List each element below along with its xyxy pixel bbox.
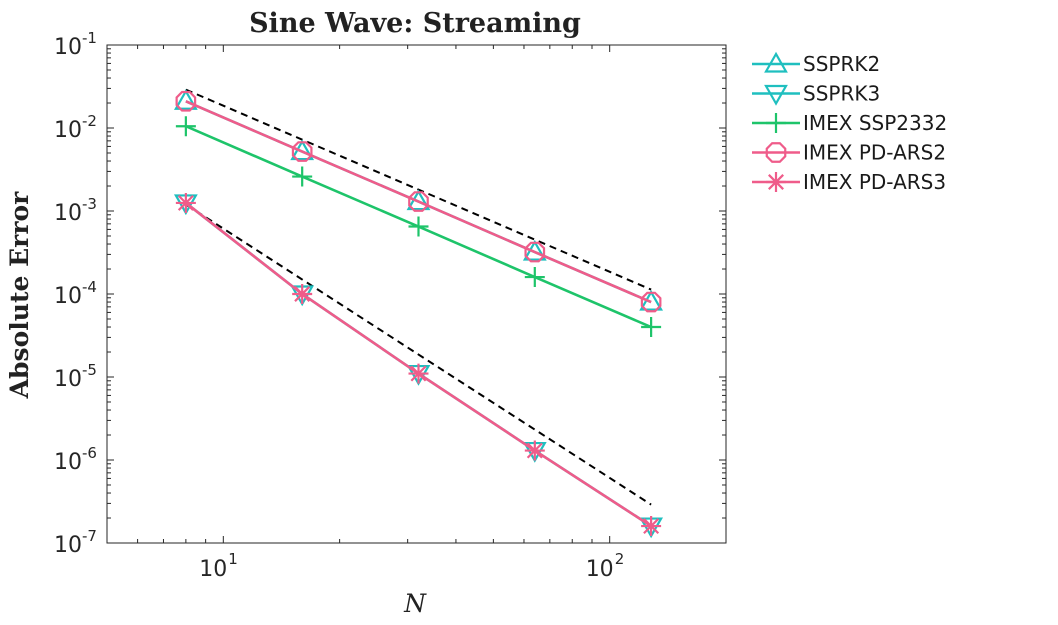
legend: SSPRK2 SSPRK3 IMEX SSP2332 IMEX PD-ARS2 IMEX… (752, 51, 947, 194)
series-group (173, 89, 664, 539)
x-tick-label-exponent: 1 (228, 550, 238, 568)
series-imex-pd-ars3 (175, 192, 662, 537)
y-tick-label-base: 10 (54, 201, 82, 226)
legend-marker (764, 51, 788, 73)
data-point-marker (640, 291, 662, 313)
data-point-marker (524, 440, 545, 461)
data-point-marker (408, 216, 429, 237)
legend-label: IMEX PD-ARS3 (803, 170, 946, 194)
chart-title: Sine Wave: Streaming (249, 8, 581, 39)
axis-ticks: 10 -110 -210 -310 -410 -510 -610 -710 1 10 2 (54, 29, 726, 582)
legend-entry: IMEX PD-ARS3 (752, 170, 946, 194)
series-line (185, 100, 652, 304)
x-tick-label-base: 10 (586, 557, 614, 582)
y-tick-label-exponent: -1 (82, 29, 97, 47)
y-tick-label-base: 10 (54, 367, 82, 392)
data-point-marker (175, 90, 197, 112)
data-point-marker (641, 516, 662, 537)
legend-label: IMEX SSP2332 (803, 111, 947, 135)
legend-entry: SSPRK2 (752, 51, 880, 76)
y-tick-label-exponent: -5 (82, 361, 97, 379)
data-point-marker (641, 317, 662, 338)
legend-marker (764, 84, 788, 106)
legend-entry: IMEX PD-ARS2 (752, 141, 946, 165)
legend-marker (765, 142, 787, 163)
y-tick-label-base: 10 (54, 533, 82, 558)
data-point-marker (524, 241, 546, 263)
legend-label: SSPRK3 (803, 82, 880, 106)
data-point-marker (524, 267, 545, 288)
legend-entry: IMEX SSP2332 (752, 111, 947, 135)
y-axis-label: Absolute Error (5, 191, 34, 400)
y-tick-label-exponent: -2 (82, 112, 97, 130)
y-tick-label-base: 10 (54, 450, 82, 475)
y-tick-label-base: 10 (54, 35, 82, 60)
legend-entry: SSPRK3 (752, 82, 880, 106)
y-tick-label-exponent: -7 (82, 527, 97, 545)
series-imex-pd-ars2 (175, 90, 662, 313)
reference-slope-line (185, 203, 652, 506)
y-tick-label-base: 10 (54, 118, 82, 143)
y-tick-label-exponent: -3 (82, 195, 97, 213)
y-tick-label-base: 10 (54, 284, 82, 309)
legend-marker (766, 113, 786, 133)
y-tick-label-exponent: -4 (82, 278, 97, 296)
data-point-marker (408, 191, 429, 212)
data-point-marker (292, 284, 313, 304)
data-point-marker (291, 141, 313, 162)
data-point-marker (175, 192, 196, 213)
y-tick-label-exponent: -6 (82, 444, 97, 462)
data-point-marker (292, 166, 313, 187)
plot-area (106, 44, 727, 544)
data-point-marker (408, 363, 429, 384)
data-point-marker (175, 116, 196, 137)
data-point-marker (173, 89, 198, 110)
legend-label: IMEX PD-ARS2 (803, 141, 946, 165)
series-imex-ssp2332 (175, 116, 662, 338)
legend-marker (766, 172, 786, 192)
x-tick-label-exponent: 2 (615, 550, 625, 568)
x-axis-label: N (403, 589, 427, 618)
legend-label: SSPRK2 (803, 52, 880, 76)
x-tick-label-base: 10 (199, 557, 227, 582)
